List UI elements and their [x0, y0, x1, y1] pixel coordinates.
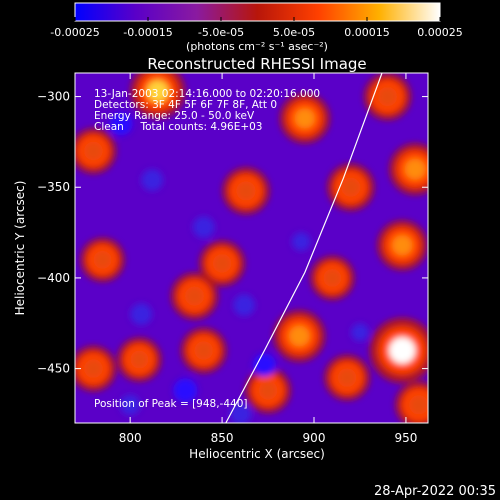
annotation-energy-range: Energy Range: 25.0 - 50.0 keV	[94, 110, 255, 122]
x-tick-label: 900	[303, 431, 326, 445]
colorbar-tick-label: 5.0e-05	[273, 26, 315, 39]
y-tick-label: −350	[37, 180, 70, 194]
heatmap-peak	[393, 341, 412, 360]
x-tick-label: 800	[119, 431, 142, 445]
heatmap-hotspot-core	[288, 325, 310, 347]
annotation-detectors: Detectors: 3F 4F 5F 6F 7F 8F, Att 0	[94, 99, 277, 111]
colorbar-tick-label: 0.00025	[417, 26, 463, 39]
timestamp: 28-Apr-2022 00:35	[374, 484, 496, 499]
peak-position-label: Position of Peak = [948,-440]	[94, 398, 248, 410]
y-axis-label: Heliocentric Y (arcsec)	[13, 181, 27, 316]
heatmap-coldspot	[120, 394, 141, 415]
solar-limb-curve	[225, 73, 383, 423]
heatmap-coldspot	[173, 378, 198, 403]
heatmap-hotspot-core	[84, 359, 103, 378]
heatmap-coldspot	[252, 353, 276, 377]
heatmap-coldspot	[233, 294, 255, 316]
heatmap-coldspot	[109, 112, 133, 136]
colorbar-frame	[74, 2, 441, 22]
heatmap-blobs	[75, 73, 428, 423]
colorbar-tick-label: -0.00025	[50, 26, 99, 39]
colorbar-tick-label: -5.0e-05	[198, 26, 244, 39]
y-tick-label: −450	[37, 362, 70, 376]
axis-ticks: 800 850 900 950 −300 −350 −400 −450	[37, 73, 428, 445]
y-tick-label: −300	[37, 90, 70, 104]
heatmap-hotspot-core	[392, 235, 413, 256]
y-tick-label: −400	[37, 271, 70, 285]
heatmap-coldspot	[351, 323, 369, 342]
plot-frame	[74, 72, 429, 424]
colorbar-ticks: -0.00025 -0.00015 -5.0e-05 5.0e-05 0.00015 0.…	[50, 17, 463, 39]
heatmap-area	[75, 73, 428, 423]
heatmap-hotspot-core	[378, 87, 398, 107]
heatmap-hotspot-core	[337, 368, 357, 387]
heatmap-hotspot-core	[294, 108, 315, 129]
x-axis-label: Heliocentric X (arcsec)	[189, 447, 325, 461]
heatmap-hotspot-core	[84, 141, 103, 161]
heatmap-coldspot	[291, 232, 311, 251]
heatmap-coldspot	[141, 169, 164, 191]
heatmap-hotspot-core	[194, 341, 213, 360]
heatmap-coldspot	[192, 216, 215, 238]
heatmap-hotspot-core	[409, 395, 428, 415]
chart-title: Reconstructed RHESSI Image	[147, 55, 366, 73]
colorbar-tick-label: 0.00015	[344, 26, 390, 39]
annotation-time-range: 13-Jan-2003 02:14:16.000 to 02:20:16.000	[94, 88, 320, 100]
heatmap-hotspot-core	[212, 254, 232, 273]
observation-annotations: 13-Jan-2003 02:14:16.000 to 02:20:16.000…	[94, 88, 320, 410]
x-tick-label: 950	[394, 431, 417, 445]
heatmap-hotspot-core	[130, 350, 149, 369]
colorbar-tick-label: -0.00015	[123, 26, 172, 39]
annotation-clean-counts: Clean Total counts: 4.96E+03	[94, 121, 263, 133]
heatmap-hotspot-core	[404, 158, 426, 180]
heatmap-hotspot-core	[341, 177, 361, 197]
heatmap-coldspot	[229, 403, 252, 423]
heatmap-hotspot-core	[236, 181, 256, 201]
heatmap-hotspot-core	[258, 381, 278, 400]
heatmap-hotspot-core	[185, 286, 205, 306]
heatmap-hotspot-core	[146, 80, 169, 103]
colorbar-unit-label: (photons cm⁻² s⁻¹ asec⁻²)	[186, 40, 328, 53]
colorbar	[75, 3, 440, 21]
heatmap-hotspot-core	[93, 250, 112, 269]
x-tick-label: 850	[211, 431, 234, 445]
heatmap-coldspot	[130, 303, 152, 325]
heatmap-hotspot-core	[323, 269, 342, 287]
